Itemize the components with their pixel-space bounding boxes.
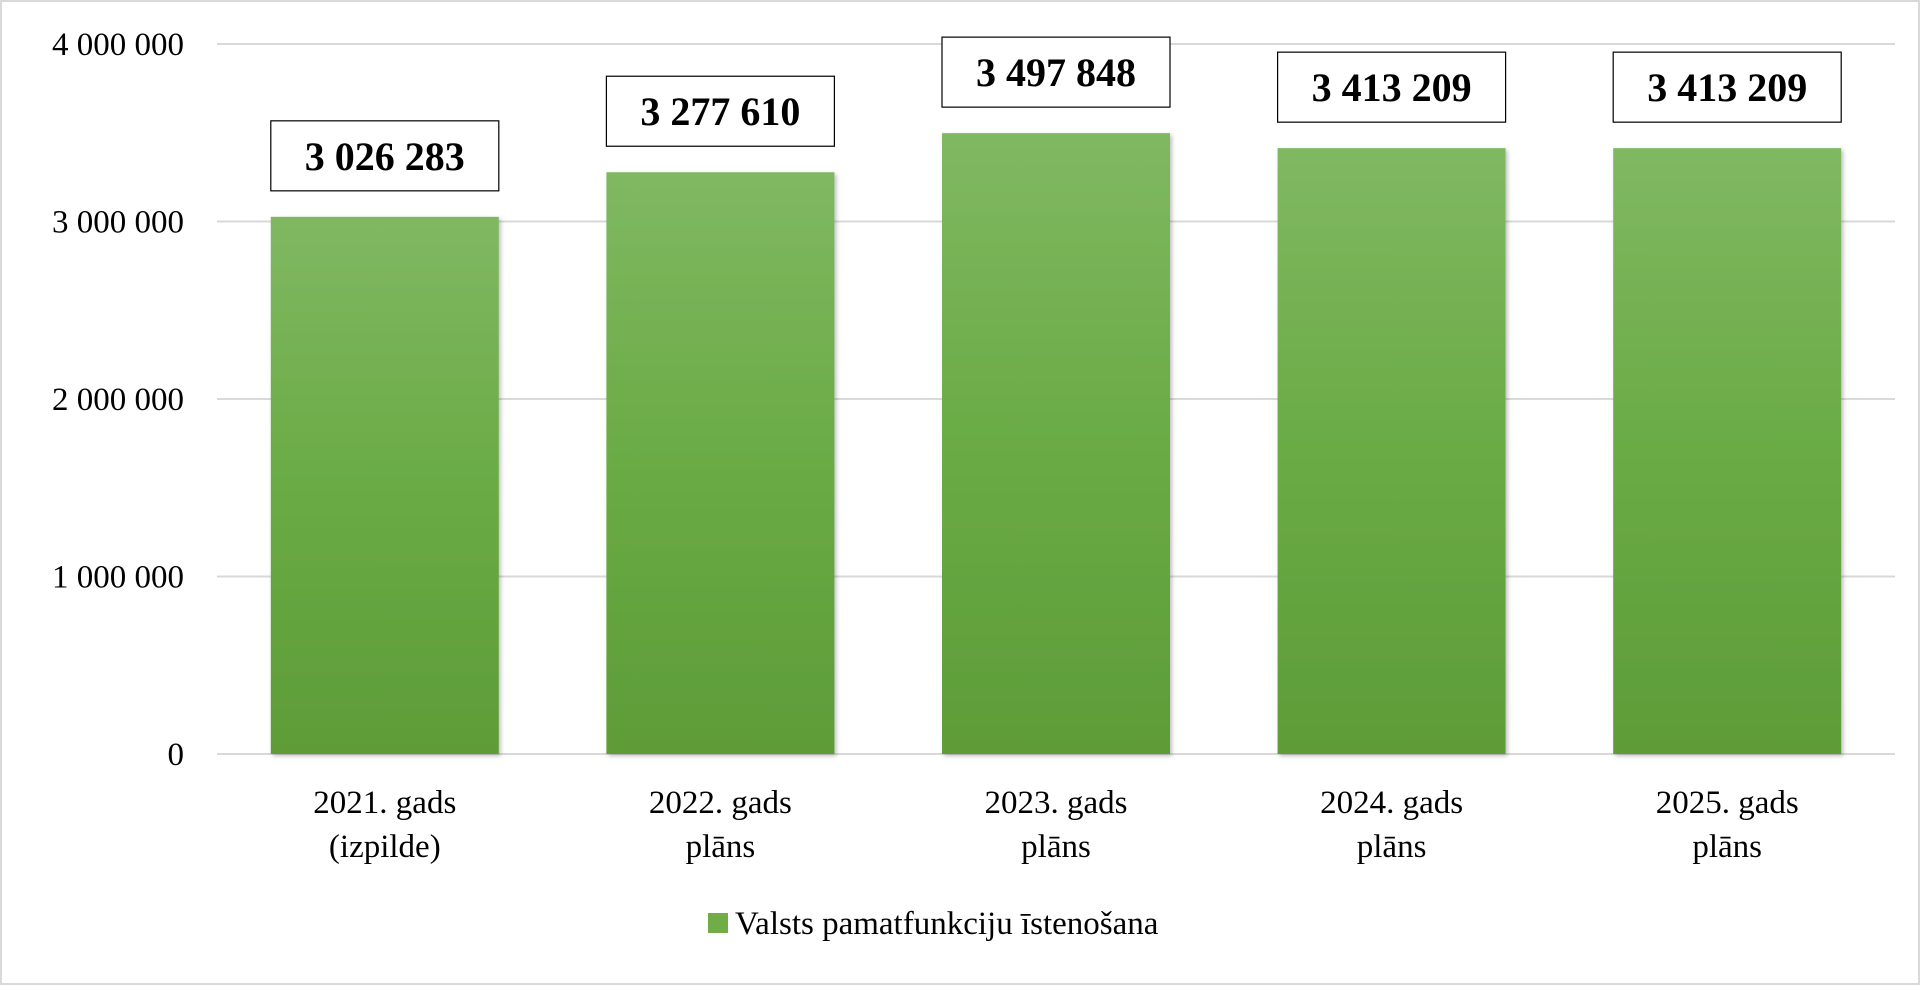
y-tick-label: 2 000 000 <box>52 382 184 418</box>
data-label: 3 277 610 <box>605 75 836 147</box>
y-tick-label: 0 <box>168 737 185 773</box>
x-category-label: 2021. gads <box>313 785 456 821</box>
bar <box>606 172 835 754</box>
x-category-label: plāns <box>1021 829 1091 865</box>
bar <box>1613 148 1842 754</box>
x-category-label: 2022. gads <box>649 785 792 821</box>
x-category-label: plāns <box>686 829 756 865</box>
x-category-label: 2023. gads <box>985 785 1128 821</box>
data-label: 3 413 209 <box>1276 51 1507 123</box>
data-label-text: 3 413 209 <box>1647 65 1807 110</box>
data-label-box <box>1612 51 1842 123</box>
bar <box>270 216 499 754</box>
legend-swatch <box>708 913 728 933</box>
data-label-box <box>941 36 1171 108</box>
data-label-text: 3 277 610 <box>640 89 800 134</box>
y-tick-label: 3 000 000 <box>52 205 184 241</box>
data-label-box <box>270 120 500 192</box>
x-category-label: plāns <box>1357 829 1427 865</box>
data-label-text: 3 497 848 <box>976 50 1136 95</box>
data-label-text: 3 026 283 <box>305 134 465 179</box>
bar <box>942 133 1170 755</box>
data-label: 3 497 848 <box>941 36 1171 108</box>
data-label-text: 3 413 209 <box>1312 65 1472 110</box>
data-labels: 3 026 283 3 277 610 3 497 848 3 413 209 3 41… <box>270 36 1842 192</box>
bar <box>1277 148 1506 754</box>
x-category-label: 2024. gads <box>1320 785 1463 821</box>
data-label: 3 026 283 <box>270 120 500 192</box>
legend: Valsts pamatfunkciju īstenošana <box>708 906 1159 942</box>
legend-label: Valsts pamatfunkciju īstenošana <box>735 906 1159 942</box>
data-label: 3 413 209 <box>1612 51 1842 123</box>
bars <box>270 133 1842 755</box>
x-category-label: (izpilde) <box>329 829 441 865</box>
y-tick-label: 1 000 000 <box>52 560 184 596</box>
x-category-label: plāns <box>1692 829 1762 865</box>
y-tick-label: 4 000 000 <box>52 27 184 63</box>
data-label-box <box>1276 51 1507 123</box>
x-category-label: 2025. gads <box>1656 785 1799 821</box>
data-label-box <box>605 75 836 147</box>
y-axis-ticks: 0 1 000 000 2 000 000 3 000 000 4 000 000 <box>52 27 184 773</box>
x-axis-categories: 2021. gads (izpilde) 2022. gads plāns 2023. … <box>313 785 1798 865</box>
